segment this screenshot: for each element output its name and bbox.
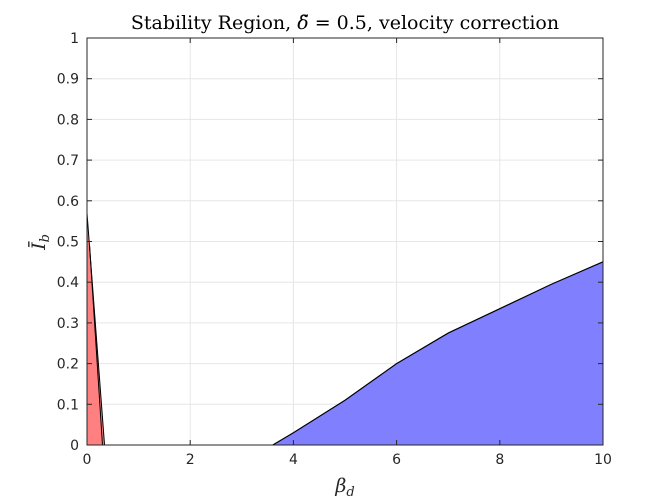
- x-tick-labels: 0 2 4 6 8 10: [83, 452, 612, 468]
- y-tick-labels: 0 0.1 0.2 0.3 0.4 0.5 0.6 0.7 0.8 0.9 1: [57, 31, 79, 454]
- red-region-inner-boundary: [89, 245, 103, 446]
- y-tick-label: 0.3: [57, 316, 79, 332]
- y-tick-label: 0.6: [57, 194, 79, 210]
- y-tick-label: 0.2: [57, 357, 79, 373]
- blue-stability-region: [272, 261, 603, 445]
- blue-region-boundary-curve: [272, 261, 604, 446]
- y-tick-label: 0.4: [57, 275, 79, 291]
- chart-title: Stability Region, δ̃ = 0.5, velocity cor…: [131, 12, 559, 34]
- x-tick-label: 2: [186, 452, 195, 468]
- y-tick-label: 0.5: [57, 235, 79, 251]
- y-tick-label: 0: [70, 438, 79, 454]
- x-tick-label: 10: [594, 452, 612, 468]
- x-tick-label: 6: [392, 452, 401, 468]
- y-tick-label: 0.1: [57, 397, 79, 413]
- x-tick-label: 8: [495, 452, 504, 468]
- x-tick-label: 0: [83, 452, 92, 468]
- y-tick-label: 1: [70, 31, 79, 47]
- y-tick-label: 0.9: [57, 72, 79, 88]
- x-tick-label: 4: [289, 452, 298, 468]
- y-tick-label: 0.7: [57, 153, 79, 169]
- axis-ticks: [86, 37, 604, 446]
- y-tick-label: 0.8: [57, 112, 79, 128]
